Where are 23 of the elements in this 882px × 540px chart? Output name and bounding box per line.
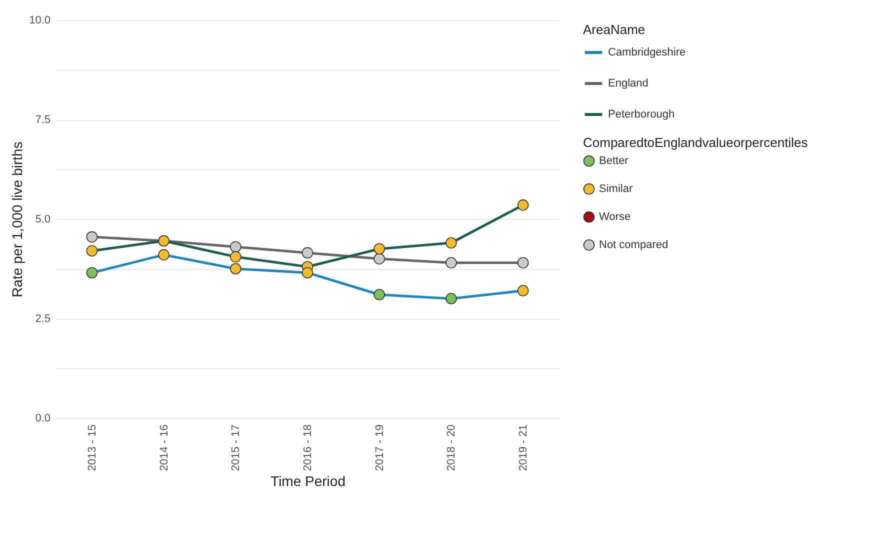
y-axis-title: Rate per 1,000 live births xyxy=(9,142,26,298)
y-tick-label: 7.5 xyxy=(35,114,50,126)
legend-label: England xyxy=(608,78,648,90)
x-tick-label: 2018 - 20 xyxy=(446,424,458,471)
y-tick-label: 0.0 xyxy=(35,412,50,424)
x-tick-label: 2015 - 17 xyxy=(230,424,242,471)
legend-label: Cambridgeshire xyxy=(608,46,686,58)
x-tick-label: 2013 - 15 xyxy=(86,424,98,471)
legend-label: Not compared xyxy=(599,239,668,251)
y-tick-label: 2.5 xyxy=(35,313,50,325)
x-tick-label: 2014 - 16 xyxy=(158,424,170,471)
legend-label: Similar xyxy=(599,183,633,195)
x-axis-title: Time Period xyxy=(270,472,346,489)
x-tick-label: 2019 - 21 xyxy=(518,424,530,471)
legend-label: Worse xyxy=(599,211,631,223)
legend-label: Better xyxy=(599,155,629,167)
x-tick-label: 2017 - 19 xyxy=(374,424,386,471)
text: AreaName xyxy=(583,22,646,37)
text: ComparedtoEnglandvalueorpercentiles xyxy=(583,135,808,150)
y-tick-label: 5.0 xyxy=(35,214,50,226)
y-tick-label: 10.0 xyxy=(29,14,50,26)
legend-label: Peterborough xyxy=(608,108,675,120)
x-tick-label: 2016 - 18 xyxy=(302,424,314,471)
